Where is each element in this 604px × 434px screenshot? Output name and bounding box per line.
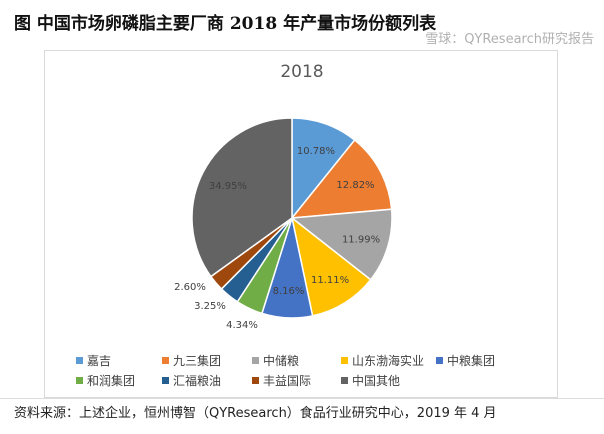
pie-slice-2 [290, 208, 393, 281]
legend-swatch [162, 357, 169, 364]
legend-swatch [341, 357, 348, 364]
pie-slice-3 [290, 216, 372, 317]
legend-item: 中储粮 [252, 352, 299, 369]
data-label: 11.99% [342, 234, 380, 245]
divider [0, 398, 604, 399]
data-label: 34.95% [209, 181, 247, 192]
legend-label: 山东渤海实业 [352, 354, 425, 368]
legend-label: 九三集团 [173, 354, 222, 368]
legend-label: 汇福粮油 [173, 374, 222, 388]
data-label: 11.11% [311, 275, 349, 286]
legend-label: 中粮集团 [447, 354, 496, 368]
legend-item: 中粮集团 [436, 352, 495, 369]
watermark: 雪球：QYResearch研究报告 [425, 32, 594, 47]
legend-swatch [252, 357, 259, 364]
pie-slice-8 [191, 117, 293, 278]
legend-label: 嘉吉 [87, 354, 112, 368]
legend-item: 汇福粮油 [162, 372, 221, 389]
legend-item: 嘉吉 [76, 352, 111, 369]
legend-label: 丰益国际 [263, 374, 312, 388]
pie-slice-0 [291, 117, 356, 221]
figure-title: 图 中国市场卵磷脂主要厂商 2018 年产量市场份额列表 [14, 14, 437, 34]
data-label: 10.78% [297, 146, 335, 157]
legend-swatch [76, 377, 83, 384]
pie-slice-1 [290, 139, 393, 219]
data-label: 4.34% [226, 320, 258, 331]
legend-label: 中储粮 [263, 354, 300, 368]
source-note: 资料来源：上述企业，恒州博智（QYResearch）食品行业研究中心，2019 … [14, 406, 497, 421]
legend-swatch [162, 377, 169, 384]
legend-item: 中国其他 [341, 372, 400, 389]
legend-swatch [436, 357, 443, 364]
data-label: 2.60% [174, 282, 206, 293]
data-label: 12.82% [336, 180, 374, 191]
legend-label: 和润集团 [87, 374, 136, 388]
legend-swatch [252, 377, 259, 384]
legend-item: 和润集团 [76, 372, 135, 389]
chart-title: 2018 [280, 62, 324, 82]
legend-item: 山东渤海实业 [341, 352, 424, 369]
chart-frame [44, 50, 558, 398]
legend-label: 中国其他 [352, 374, 401, 388]
data-label: 8.16% [273, 286, 305, 297]
legend-item: 丰益国际 [252, 372, 311, 389]
legend-swatch [76, 357, 83, 364]
data-label: 3.25% [194, 301, 226, 312]
legend-swatch [341, 377, 348, 384]
legend-item: 九三集团 [162, 352, 221, 369]
